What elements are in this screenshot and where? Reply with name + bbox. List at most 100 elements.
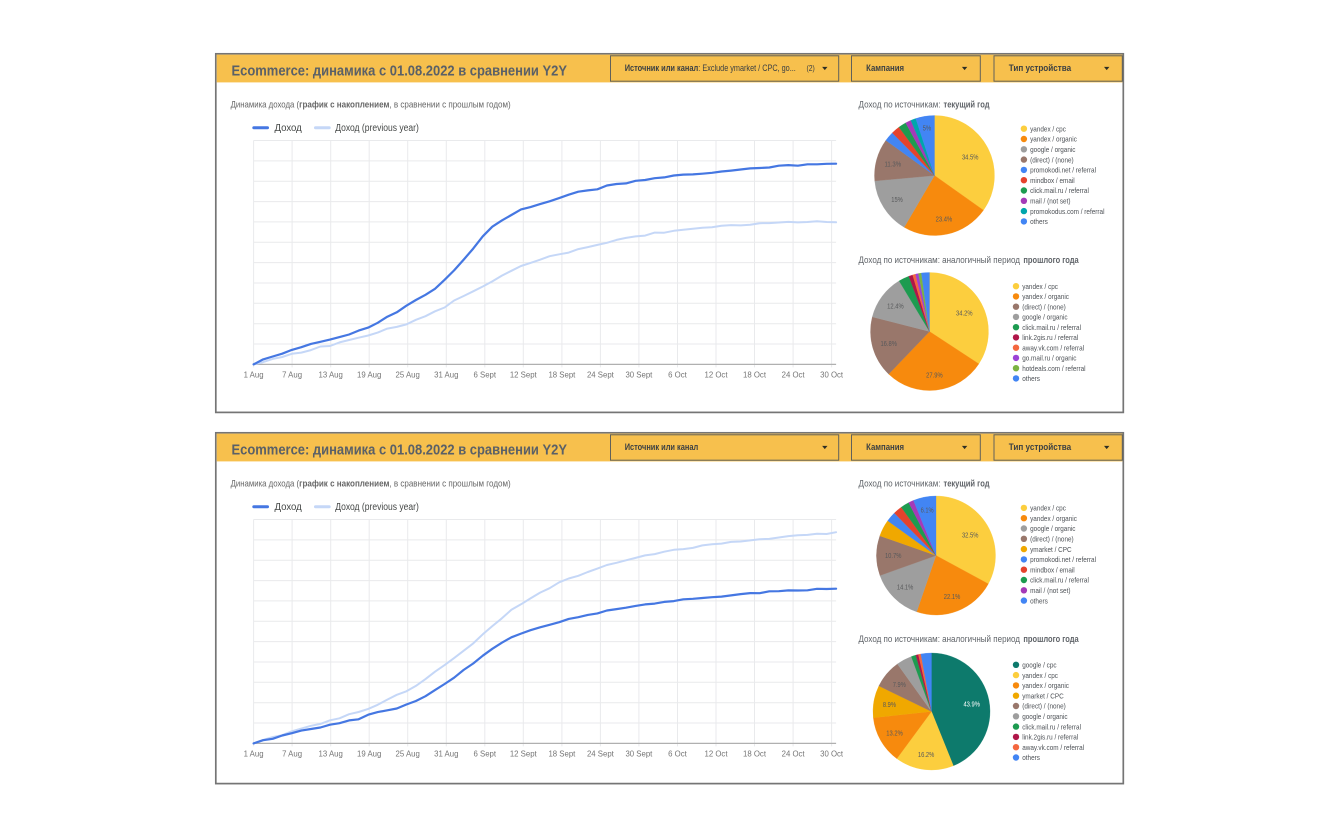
svg-text:Доход: Доход [275,123,302,134]
svg-text:yandex / organic: yandex / organic [1030,135,1077,144]
svg-text:график с накоплением: график с накоплением [299,99,389,110]
svg-text:12.4%: 12.4% [887,302,904,311]
svg-text:7.9%: 7.9% [893,680,906,689]
svg-text:1 Aug: 1 Aug [244,371,264,380]
svg-text:18 Sept: 18 Sept [548,371,576,380]
svg-text:ymarket / CPC: ymarket / CPC [1022,691,1064,700]
svg-text:12 Oct: 12 Oct [705,750,729,759]
svg-text:25 Aug: 25 Aug [396,371,420,380]
svg-text:13.2%: 13.2% [886,728,903,737]
svg-text:прошлого года: прошлого года [1023,634,1079,645]
svg-text:Доход по источникам: аналогичн: Доход по источникам: аналогичный период [859,634,1021,645]
svg-text:Тип устройства: Тип устройства [1009,441,1072,452]
svg-text:18 Sept: 18 Sept [548,750,576,759]
svg-text:Динамика дохода (: Динамика дохода ( [231,478,300,489]
svg-text:Источник или канал: Источник или канал [625,441,699,452]
svg-text:22.1%: 22.1% [944,592,961,601]
svg-text:8.9%: 8.9% [883,700,896,709]
svg-text:30 Sept: 30 Sept [625,371,653,380]
svg-text:Ecommerce: динамика с 01.08.20: Ecommerce: динамика с 01.08.2022 в сравн… [232,63,568,79]
svg-text:others: others [1030,217,1048,226]
svg-text:, в сравнении с прошлым годом): , в сравнении с прошлым годом) [389,478,510,489]
svg-text:24 Oct: 24 Oct [782,371,806,380]
svg-text:19 Aug: 19 Aug [357,371,381,380]
svg-text:go.mail.ru / organic: go.mail.ru / organic [1022,354,1076,363]
svg-text:текущий год: текущий год [944,99,990,110]
svg-text:Динамика дохода (: Динамика дохода ( [231,99,300,110]
svg-text:6 Oct: 6 Oct [668,750,687,759]
svg-text:13 Aug: 13 Aug [319,371,343,380]
svg-text:график с накоплением: график с накоплением [299,478,389,489]
svg-text:16.8%: 16.8% [880,339,897,348]
svg-text:click.mail.ru / referral: click.mail.ru / referral [1030,186,1089,195]
svg-text:google / organic: google / organic [1022,313,1068,322]
svg-text:1 Aug: 1 Aug [244,750,264,759]
svg-text:yandex / organic: yandex / organic [1022,292,1069,301]
svg-text:away.vk.com / referral: away.vk.com / referral [1022,743,1084,752]
svg-text:прошлого года: прошлого года [1023,255,1079,266]
svg-text:34.2%: 34.2% [956,308,973,317]
svg-text:24 Sept: 24 Sept [587,750,615,759]
svg-text:7 Aug: 7 Aug [282,750,302,759]
svg-text:mindbox / email: mindbox / email [1030,176,1075,185]
svg-text:, в сравнении с прошлым годом): , в сравнении с прошлым годом) [389,99,510,110]
svg-text:27.9%: 27.9% [926,371,943,380]
svg-text:31 Aug: 31 Aug [434,371,458,380]
svg-text:: Exclude ymarket / CPC, go...: : Exclude ymarket / CPC, go... [698,62,796,73]
svg-text:32.5%: 32.5% [962,531,979,540]
svg-text:(direct) / (none): (direct) / (none) [1030,535,1074,544]
svg-text:click.mail.ru / referral: click.mail.ru / referral [1022,323,1081,332]
svg-text:Ecommerce: динамика с 01.08.20: Ecommerce: динамика с 01.08.2022 в сравн… [232,442,568,458]
svg-text:6 Sept: 6 Sept [474,371,497,380]
svg-text:13 Aug: 13 Aug [319,750,343,759]
svg-text:hotdeals.com / referral: hotdeals.com / referral [1022,364,1086,373]
svg-text:30 Oct: 30 Oct [820,750,844,759]
svg-text:Доход по источникам: аналогичн: Доход по источникам: аналогичный период [859,255,1021,266]
svg-text:15%: 15% [891,195,903,204]
svg-text:Кампания: Кампания [866,441,904,452]
svg-text:yandex / organic: yandex / organic [1030,514,1077,523]
svg-text:текущий год: текущий год [944,478,990,489]
svg-text:12 Sept: 12 Sept [510,371,538,380]
svg-text:12 Oct: 12 Oct [705,371,729,380]
svg-text:6 Oct: 6 Oct [668,371,687,380]
svg-text:away.vk.com / referral: away.vk.com / referral [1022,343,1084,352]
svg-text:6.1%: 6.1% [921,506,934,515]
svg-text:click.mail.ru / referral: click.mail.ru / referral [1022,722,1081,731]
svg-text:Тип устройства: Тип устройства [1009,62,1072,73]
svg-text:promokodi.net / referral: promokodi.net / referral [1030,555,1096,564]
svg-text:31 Aug: 31 Aug [434,750,458,759]
svg-text:click.mail.ru / referral: click.mail.ru / referral [1030,576,1089,585]
svg-text:mindbox / email: mindbox / email [1030,565,1075,574]
svg-text:Доход (previous year): Доход (previous year) [335,123,419,134]
svg-text:Доход (previous year): Доход (previous year) [335,502,419,513]
svg-text:23.4%: 23.4% [936,215,953,224]
svg-text:promokodi.net / referral: promokodi.net / referral [1030,166,1096,175]
svg-text:11.3%: 11.3% [885,160,902,169]
svg-text:25 Aug: 25 Aug [396,750,420,759]
svg-text:google / cpc: google / cpc [1022,661,1057,670]
svg-text:5%: 5% [923,124,932,133]
svg-text:Доход по источникам:: Доход по источникам: [859,478,941,489]
svg-text:18 Oct: 18 Oct [743,371,767,380]
svg-text:(2): (2) [807,63,815,73]
svg-text:(direct) / (none): (direct) / (none) [1030,155,1074,164]
svg-text:google / organic: google / organic [1030,524,1076,533]
svg-text:12 Sept: 12 Sept [510,750,538,759]
svg-text:(direct) / (none): (direct) / (none) [1022,702,1066,711]
svg-text:mail / (not set): mail / (not set) [1030,586,1071,595]
svg-text:6 Sept: 6 Sept [474,750,497,759]
svg-text:promokodus.com / referral: promokodus.com / referral [1030,207,1105,216]
svg-text:google / organic: google / organic [1030,145,1076,154]
svg-text:link.2gis.ru / referral: link.2gis.ru / referral [1022,733,1078,742]
svg-text:yandex / cpc: yandex / cpc [1022,282,1058,291]
svg-text:7 Aug: 7 Aug [282,371,302,380]
svg-text:16.2%: 16.2% [918,750,935,759]
svg-text:18 Oct: 18 Oct [743,750,767,759]
svg-text:yandex / organic: yandex / organic [1022,681,1069,690]
svg-text:30 Oct: 30 Oct [820,371,844,380]
svg-text:Источник или канал: Источник или канал [625,62,699,73]
svg-text:yandex / cpc: yandex / cpc [1030,504,1066,513]
svg-text:(direct) / (none): (direct) / (none) [1022,302,1066,311]
svg-text:google / organic: google / organic [1022,712,1068,721]
